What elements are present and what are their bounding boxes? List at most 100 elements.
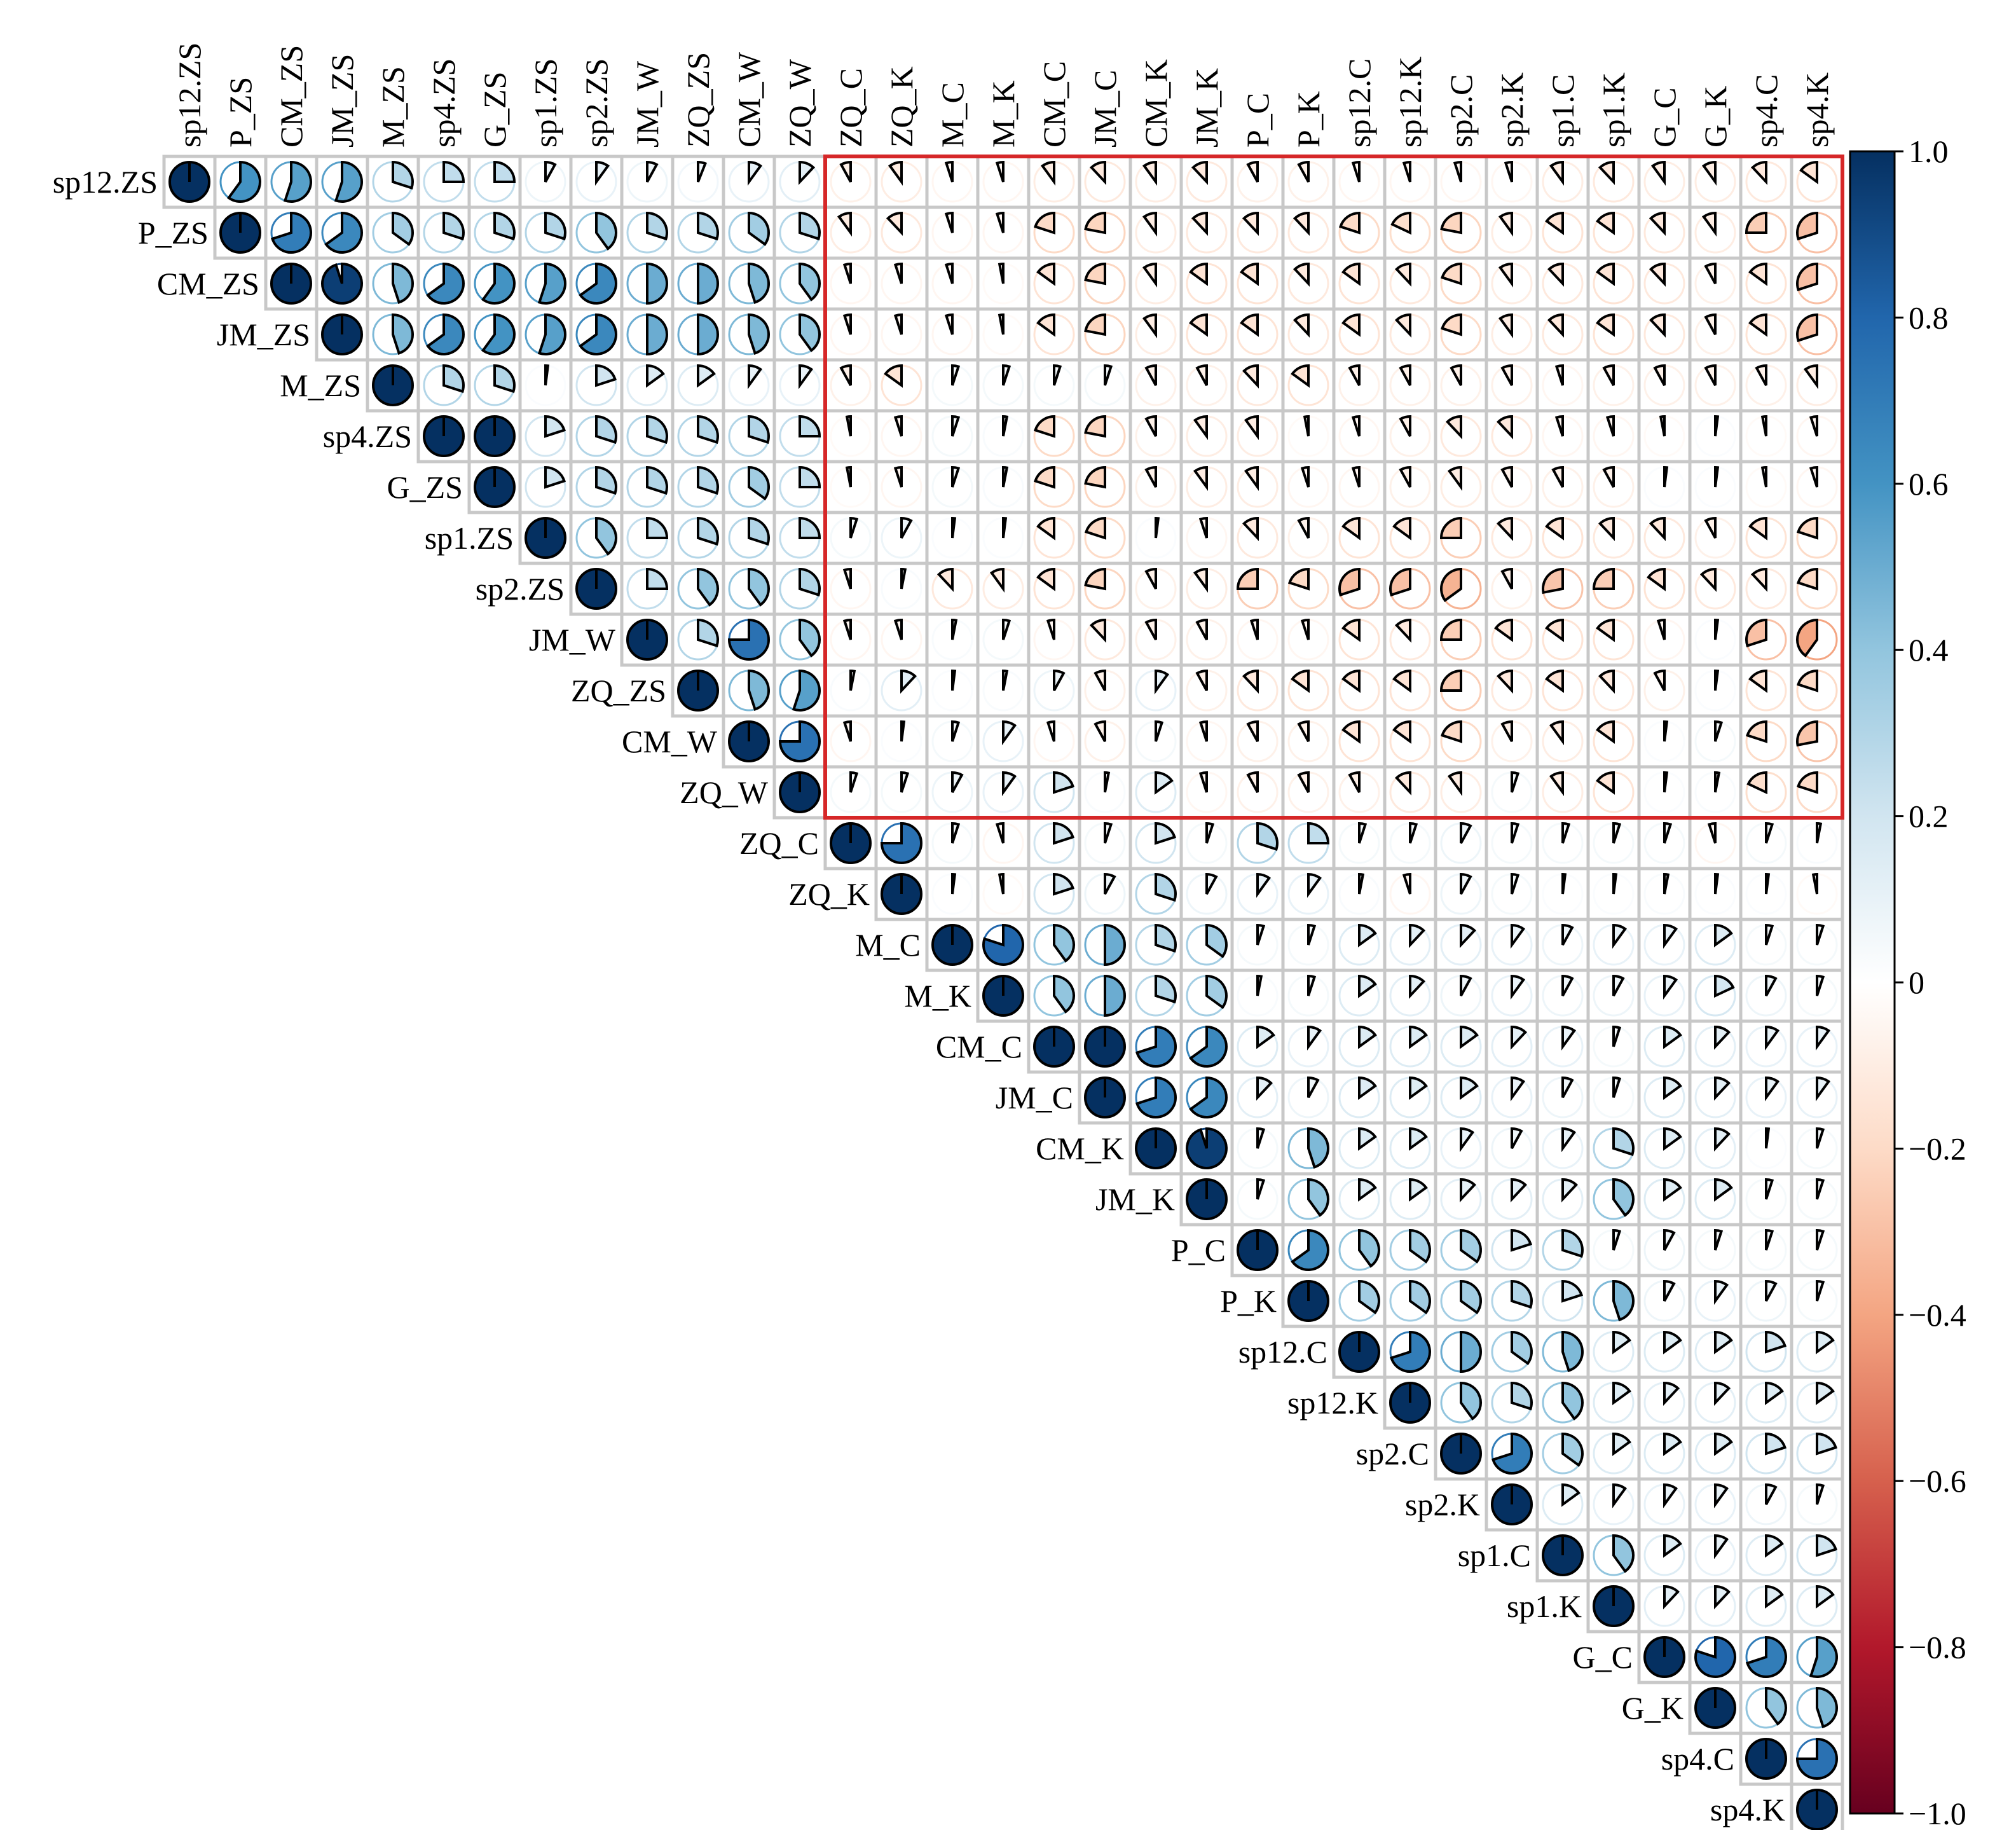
correlation-cell-sp12.ZS-ZQ_K: [874, 155, 929, 209]
column-label: CM_K: [1138, 59, 1174, 148]
column-label: sp12.K: [1392, 57, 1428, 148]
correlation-cell-sp1.C-G_C: [1637, 1528, 1692, 1583]
correlation-cell-CM_W-ZQ_W: [772, 714, 827, 769]
correlation-cell-sp2.ZS-M_C: [925, 561, 980, 616]
correlation-cell-P_K-sp2.C: [1434, 1274, 1488, 1328]
correlation-cell-G_ZS-sp12.K: [1383, 460, 1437, 514]
correlation-cell-JM_ZS-sp2.K: [1485, 307, 1539, 362]
correlation-cell-ZQ_W-sp12.K: [1383, 765, 1437, 820]
correlation-cell-P_ZS-CM_K: [1128, 205, 1183, 260]
correlation-cell-sp2.K-G_C: [1637, 1477, 1692, 1532]
correlation-cell-CM_W-CM_C: [1027, 714, 1081, 769]
correlation-cell-JM_ZS-sp2.ZS: [569, 307, 624, 362]
correlation-cell-JM_ZS-P_C: [1230, 307, 1285, 362]
correlation-cell-sp12.ZS-JM_K: [1179, 155, 1234, 209]
correlation-cell-CM_W-JM_C: [1078, 714, 1132, 769]
correlation-cell-sp2.ZS-sp2.C: [1434, 561, 1488, 616]
column-label: G_ZS: [477, 72, 512, 148]
correlation-cell-sp4.C-sp4.C: [1739, 1731, 1793, 1786]
correlation-cell-M_C-P_C: [1230, 918, 1285, 972]
correlation-cell-sp12.K-G_C: [1637, 1375, 1692, 1430]
correlation-cell-sp12.C-sp1.K: [1586, 1324, 1641, 1379]
correlation-cell-M_ZS-ZQ_C: [823, 358, 878, 413]
correlation-cell-M_ZS-sp12.K: [1383, 358, 1437, 413]
correlation-cell-M_ZS-G_K: [1688, 358, 1743, 413]
correlation-cell-JM_ZS-sp4.C: [1739, 307, 1793, 362]
correlation-cell-sp4.ZS-sp4.C: [1739, 409, 1793, 464]
correlation-cell-G_ZS-sp1.K: [1586, 460, 1641, 514]
correlation-cell-sp2.ZS-JM_K: [1179, 561, 1234, 616]
correlation-cell-JM_C-sp12.C: [1332, 1070, 1387, 1125]
correlation-cell-sp12.ZS-JM_C: [1078, 155, 1132, 209]
column-label: sp1.ZS: [528, 58, 563, 148]
correlation-cell-CM_ZS-sp2.ZS: [569, 256, 624, 311]
correlation-cell-P_ZS-G_C: [1637, 205, 1692, 260]
correlation-cell-sp12.C-G_K: [1688, 1324, 1743, 1379]
correlation-cell-P_C-sp12.K: [1383, 1223, 1437, 1277]
correlation-cell-JM_W-G_C: [1637, 612, 1692, 667]
correlation-cell-CM_W-G_C: [1637, 714, 1692, 769]
correlation-cell-P_ZS-sp1.K: [1586, 205, 1641, 260]
correlation-cell-M_C-sp2.K: [1485, 918, 1539, 972]
correlation-cell-ZQ_C-sp1.K: [1586, 816, 1641, 870]
correlation-cell-sp12.C-sp2.C: [1434, 1324, 1488, 1379]
correlation-cell-JM_ZS-JM_K: [1179, 307, 1234, 362]
correlation-cell-sp12.ZS-sp1.ZS: [518, 155, 573, 209]
correlation-cell-sp4.ZS-ZQ_K: [874, 409, 929, 464]
correlation-cell-M_ZS-sp12.C: [1332, 358, 1387, 413]
colorbar-tick-label: −0.8: [1909, 1630, 1966, 1665]
correlation-cell-JM_C-sp2.K: [1485, 1070, 1539, 1125]
correlation-cell-sp2.ZS-JM_W: [620, 561, 675, 616]
correlation-cell-sp12.K-sp4.K: [1790, 1375, 1844, 1430]
correlation-cell-CM_ZS-sp12.C: [1332, 256, 1387, 311]
correlation-cell-JM_ZS-G_ZS: [467, 307, 522, 362]
correlation-cell-ZQ_ZS-M_K: [976, 663, 1031, 718]
correlation-cell-G_ZS-JM_W: [620, 460, 675, 514]
correlation-cell-sp1.ZS-G_C: [1637, 511, 1692, 565]
correlation-cell-JM_ZS-JM_ZS: [315, 307, 369, 362]
row-label: sp12.C: [1238, 1334, 1327, 1370]
correlation-cell-sp12.C-sp12.K: [1383, 1324, 1437, 1379]
correlation-cell-ZQ_C-sp2.C: [1434, 816, 1488, 870]
correlation-cell-sp2.ZS-G_C: [1637, 561, 1692, 616]
correlation-cell-G_C-sp4.C: [1739, 1630, 1793, 1684]
correlation-cell-sp1.ZS-JM_W: [620, 511, 675, 565]
correlation-cell-CM_C-CM_K: [1128, 1019, 1183, 1074]
correlation-cell-CM_K-sp12.K: [1383, 1121, 1437, 1176]
correlation-cell-sp2.ZS-sp12.K: [1383, 561, 1437, 616]
column-label: CM_ZS: [273, 45, 309, 148]
correlation-cell-M_C-sp1.K: [1586, 918, 1641, 972]
row-label: CM_ZS: [157, 266, 259, 301]
correlation-cell-CM_ZS-M_C: [925, 256, 980, 311]
correlation-cell-G_ZS-CM_K: [1128, 460, 1183, 514]
correlation-cell-sp4.ZS-ZQ_C: [823, 409, 878, 464]
correlation-cell-G_ZS-G_K: [1688, 460, 1743, 514]
correlation-cell-sp12.K-sp1.K: [1586, 1375, 1641, 1430]
row-label: sp2.C: [1356, 1436, 1429, 1471]
correlation-cell-JM_W-G_K: [1688, 612, 1743, 667]
correlation-cell-sp4.ZS-M_K: [976, 409, 1031, 464]
correlation-cell-JM_ZS-sp12.C: [1332, 307, 1387, 362]
correlation-cell-P_ZS-M_K: [976, 205, 1031, 260]
correlation-cell-G_ZS-JM_C: [1078, 460, 1132, 514]
column-label: JM_C: [1087, 70, 1123, 148]
correlation-cell-P_C-sp1.K: [1586, 1223, 1641, 1277]
highlight-box: [823, 155, 1844, 820]
correlation-cell-M_C-sp4.K: [1790, 918, 1844, 972]
correlation-cell-JM_C-sp1.C: [1535, 1070, 1590, 1125]
column-label: JM_W: [629, 60, 665, 148]
correlation-cell-sp2.ZS-ZQ_W: [772, 561, 827, 616]
correlation-cell-CM_C-sp2.K: [1485, 1019, 1539, 1074]
correlation-cell-M_ZS-G_ZS: [467, 358, 522, 413]
row-label: JM_W: [529, 622, 616, 657]
correlation-cell-G_ZS-ZQ_K: [874, 460, 929, 514]
correlation-cell-ZQ_C-sp2.K: [1485, 816, 1539, 870]
correlation-cell-sp12.ZS-CM_C: [1027, 155, 1081, 209]
correlation-cell-CM_K-sp4.K: [1790, 1121, 1844, 1176]
correlation-cell-sp2.ZS-ZQ_K: [874, 561, 929, 616]
correlation-cell-P_ZS-sp4.K: [1790, 205, 1844, 260]
correlation-cell-P_ZS-sp12.K: [1383, 205, 1437, 260]
correlation-cell-ZQ_K-sp12.K: [1383, 867, 1437, 921]
correlation-cell-G_ZS-sp12.C: [1332, 460, 1387, 514]
correlation-cell-P_ZS-CM_C: [1027, 205, 1081, 260]
